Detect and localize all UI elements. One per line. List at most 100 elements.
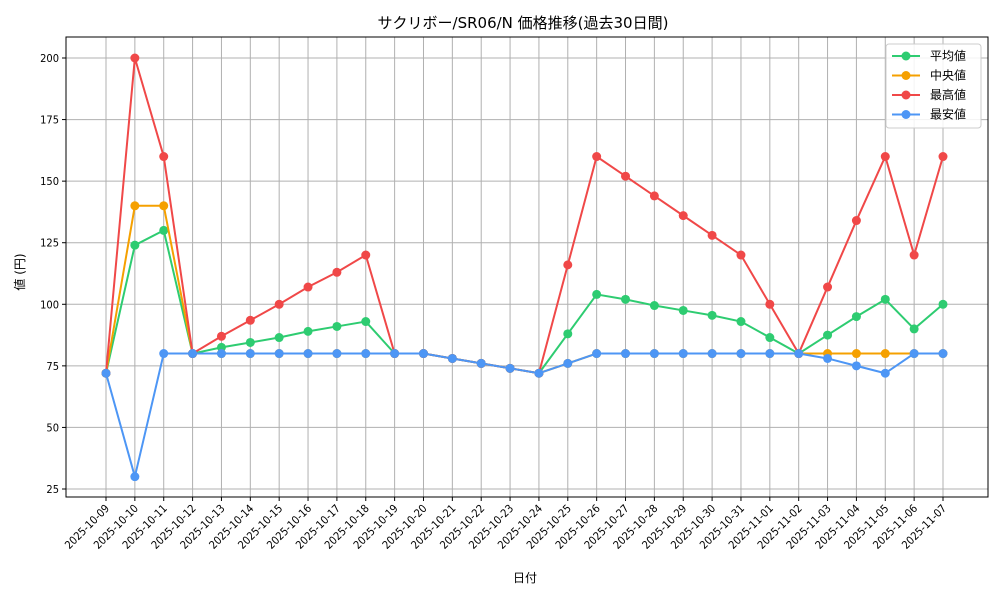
data-point bbox=[361, 349, 371, 359]
data-point bbox=[361, 317, 371, 327]
data-point bbox=[216, 331, 226, 341]
data-point bbox=[274, 333, 284, 343]
y-tick-label: 200 bbox=[40, 52, 59, 65]
data-point bbox=[649, 191, 659, 201]
data-point bbox=[938, 152, 948, 162]
data-point bbox=[505, 363, 515, 373]
data-point bbox=[736, 349, 746, 359]
y-tick-label: 125 bbox=[40, 237, 59, 250]
data-point bbox=[592, 349, 602, 359]
data-point bbox=[794, 349, 804, 359]
data-point bbox=[592, 152, 602, 162]
y-axis-label: 値 (円) bbox=[12, 253, 27, 290]
data-point bbox=[274, 349, 284, 359]
data-point bbox=[159, 152, 169, 162]
data-point bbox=[563, 329, 573, 339]
data-point bbox=[303, 349, 313, 359]
data-point bbox=[303, 282, 313, 292]
data-point bbox=[880, 368, 890, 378]
data-point bbox=[707, 310, 717, 320]
data-point bbox=[245, 349, 255, 359]
data-point bbox=[159, 225, 169, 235]
y-tick-label: 50 bbox=[46, 421, 59, 434]
series-2 bbox=[101, 53, 948, 378]
data-point bbox=[476, 358, 486, 368]
y-tick-label: 150 bbox=[40, 175, 59, 188]
data-point bbox=[880, 294, 890, 304]
data-point bbox=[159, 201, 169, 211]
data-point bbox=[736, 250, 746, 260]
data-point bbox=[649, 349, 659, 359]
series-3 bbox=[101, 349, 948, 482]
data-point bbox=[823, 353, 833, 363]
data-point bbox=[851, 361, 861, 371]
data-point bbox=[649, 301, 659, 311]
data-point bbox=[130, 240, 140, 250]
data-point bbox=[707, 349, 717, 359]
data-point bbox=[245, 337, 255, 347]
data-point bbox=[361, 250, 371, 260]
y-axis: 25 50 75 100 125 150 175 200 bbox=[40, 52, 66, 496]
data-point bbox=[851, 349, 861, 359]
data-point bbox=[736, 317, 746, 327]
data-point bbox=[216, 342, 226, 352]
data-point bbox=[390, 349, 400, 359]
data-point bbox=[880, 349, 890, 359]
data-point bbox=[216, 349, 226, 359]
legend-label: 最高値 bbox=[930, 87, 966, 102]
series-1 bbox=[101, 201, 948, 378]
y-tick-label: 25 bbox=[46, 483, 59, 496]
data-point bbox=[101, 368, 111, 378]
data-point bbox=[447, 353, 457, 363]
x-axis-label: 日付 bbox=[513, 571, 537, 585]
data-point bbox=[592, 289, 602, 299]
data-point bbox=[909, 324, 919, 334]
data-point bbox=[303, 326, 313, 336]
data-point bbox=[765, 299, 775, 309]
data-point bbox=[909, 349, 919, 359]
data-point bbox=[130, 53, 140, 63]
data-point bbox=[765, 349, 775, 359]
data-point bbox=[678, 349, 688, 359]
plot-area bbox=[101, 53, 948, 482]
data-point bbox=[130, 472, 140, 482]
data-point bbox=[621, 171, 631, 181]
plot-frame bbox=[65, 36, 989, 498]
data-point bbox=[130, 201, 140, 211]
data-point bbox=[332, 267, 342, 277]
y-tick-label: 75 bbox=[46, 360, 59, 373]
data-point bbox=[851, 312, 861, 322]
data-point bbox=[534, 368, 544, 378]
data-point bbox=[563, 358, 573, 368]
data-point bbox=[332, 349, 342, 359]
data-point bbox=[418, 349, 428, 359]
data-point bbox=[678, 211, 688, 221]
data-point bbox=[909, 250, 919, 260]
data-point bbox=[823, 282, 833, 292]
data-point bbox=[332, 321, 342, 331]
grid-lines bbox=[66, 37, 988, 497]
y-tick-label: 175 bbox=[40, 114, 59, 127]
data-point bbox=[880, 152, 890, 162]
data-point bbox=[245, 315, 255, 325]
legend-label: 最安値 bbox=[930, 107, 966, 122]
data-point bbox=[159, 349, 169, 359]
data-point bbox=[938, 299, 948, 309]
data-point bbox=[563, 260, 573, 270]
data-point bbox=[765, 333, 775, 343]
data-point bbox=[678, 305, 688, 315]
data-point bbox=[621, 294, 631, 304]
x-axis: 2025-10-092025-10-102025-10-112025-10-12… bbox=[62, 497, 949, 552]
data-point bbox=[823, 330, 833, 340]
data-point bbox=[707, 230, 717, 240]
data-point bbox=[188, 349, 198, 359]
y-tick-label: 100 bbox=[40, 298, 59, 311]
legend-label: 平均値 bbox=[930, 48, 966, 63]
chart-title: サクリボー/SR06/N 価格推移(過去30日間) bbox=[378, 14, 669, 32]
legend-label: 中央値 bbox=[930, 68, 966, 83]
data-point bbox=[938, 349, 948, 359]
data-point bbox=[621, 349, 631, 359]
data-point bbox=[274, 299, 284, 309]
